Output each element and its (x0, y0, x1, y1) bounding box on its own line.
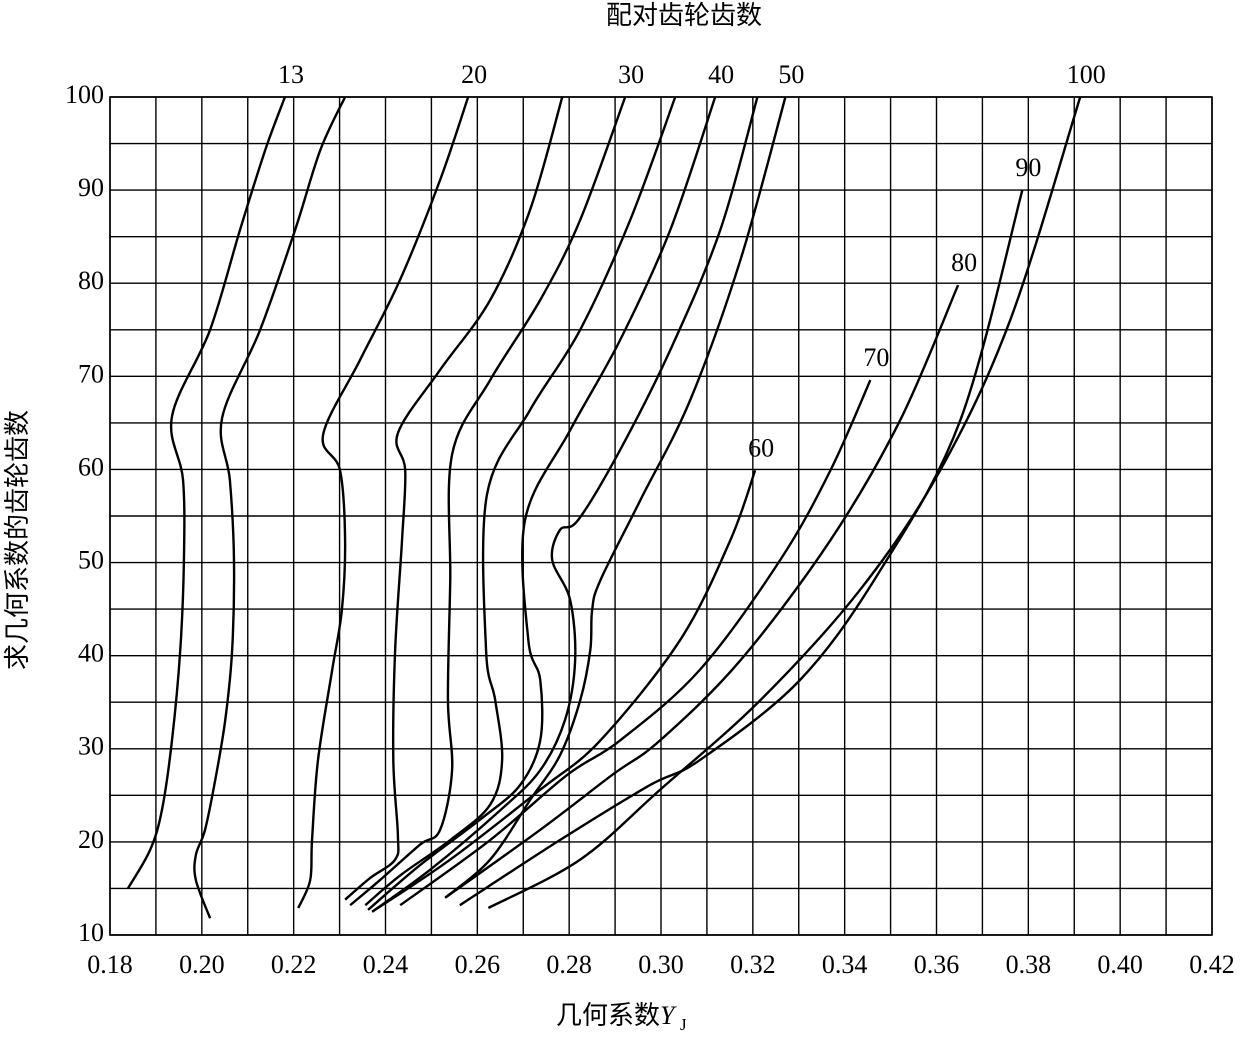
curve-label: 30 (618, 60, 644, 89)
x-tick-label: 0.36 (914, 950, 960, 979)
x-tick-label: 0.38 (1006, 950, 1052, 979)
y-tick-label: 60 (78, 452, 104, 481)
y-tick-label: 20 (78, 825, 104, 854)
plot-frame (109, 96, 1213, 936)
curve-label: 20 (461, 60, 487, 89)
x-tick-label: 0.28 (546, 950, 592, 979)
curve (487, 96, 1082, 910)
x-tick-label: 0.26 (455, 950, 501, 979)
curve-label: 80 (951, 248, 977, 277)
x-axis-label: 几何系数 (556, 1001, 660, 1030)
x-tick-label: 0.22 (271, 950, 317, 979)
y-tick-label: 40 (78, 639, 104, 668)
curve (444, 96, 787, 899)
y-tick-label: 10 (78, 918, 104, 947)
curve (193, 96, 347, 919)
x-tick-label: 0.24 (363, 950, 409, 979)
curve (126, 96, 287, 890)
curve-label: 13 (278, 60, 304, 89)
curve (371, 469, 757, 913)
y-tick-label: 70 (78, 359, 104, 388)
curve (367, 96, 717, 911)
y-tick-label: 90 (78, 173, 104, 202)
chart-title: 配对齿轮齿数 (606, 1, 762, 30)
y-tick-label: 100 (65, 80, 104, 109)
curve (459, 189, 1024, 907)
curve-label: 70 (863, 343, 889, 372)
curve-label: 40 (708, 60, 734, 89)
x-tick-label: 0.30 (638, 950, 684, 979)
x-axis-subscript: J (680, 1015, 687, 1034)
y-axis-label: 求几何系数的齿轮齿数 (3, 410, 32, 670)
curve (364, 96, 677, 907)
y-tick-label: 30 (78, 732, 104, 761)
curve (349, 96, 627, 907)
y-tick-label: 80 (78, 266, 104, 295)
curve (371, 96, 759, 913)
x-tick-label: 0.34 (822, 950, 868, 979)
x-tick-label: 0.20 (179, 950, 225, 979)
x-tick-label: 0.32 (730, 950, 776, 979)
curve-label: 50 (778, 60, 804, 89)
x-tick-label: 0.42 (1189, 950, 1235, 979)
curve (344, 96, 564, 901)
curve-label: 60 (748, 433, 774, 462)
curve (444, 284, 960, 899)
curve (399, 379, 872, 907)
curve-label: 100 (1067, 60, 1106, 89)
x-tick-label: 0.40 (1097, 950, 1143, 979)
x-axis-symbol: Y (660, 1001, 677, 1030)
x-tick-label: 0.18 (87, 950, 133, 979)
curve (297, 96, 470, 909)
y-tick-label: 50 (78, 546, 104, 575)
curve-label: 90 (1015, 153, 1041, 182)
